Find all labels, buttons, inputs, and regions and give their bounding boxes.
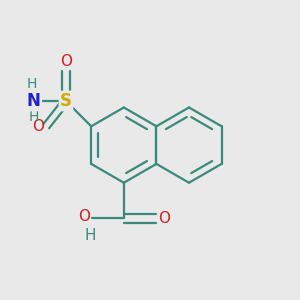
- Text: O: O: [60, 54, 72, 69]
- Text: O: O: [78, 209, 90, 224]
- Text: O: O: [158, 211, 169, 226]
- Text: H: H: [84, 228, 96, 243]
- Text: S: S: [60, 92, 72, 110]
- Text: H: H: [28, 110, 39, 124]
- Text: N: N: [27, 92, 41, 110]
- Text: H: H: [27, 77, 38, 91]
- Text: O: O: [32, 118, 44, 134]
